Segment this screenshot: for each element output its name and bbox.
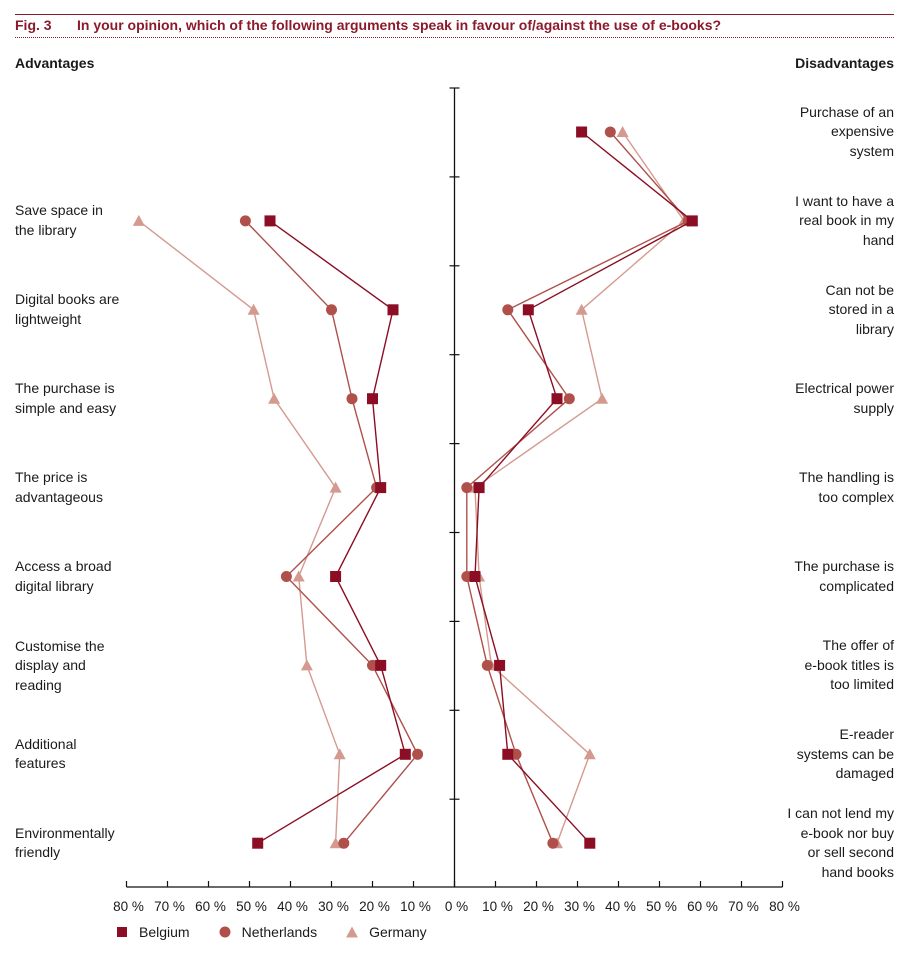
x-tick-label: 0 %: [445, 899, 468, 914]
disadvantage-label: Can not be stored in a library: [825, 281, 895, 337]
disadvantages-point-belgium: [473, 482, 485, 494]
advantages-point-netherlands: [239, 215, 251, 227]
advantages-point-belgium: [264, 215, 276, 227]
disadvantage-label: I want to have a real book in my hand: [795, 192, 894, 248]
triangle-marker-icon: [346, 926, 359, 938]
figure-title-text: In your opinion, which of the following …: [77, 17, 722, 33]
x-tick-label: 80 %: [769, 899, 800, 914]
disadvantage-label: E-reader systems can be damaged: [796, 726, 894, 782]
disadvantages-point-belgium: [502, 748, 514, 760]
square-marker-icon: [117, 927, 127, 937]
x-tick-label: 20 %: [359, 899, 390, 914]
disadvantage-label: Purchase of an expensive system: [799, 103, 894, 159]
advantages-point-germany: [329, 481, 342, 493]
advantages-point-netherlands: [346, 393, 358, 405]
x-tick-label: 40 %: [277, 899, 308, 914]
disadvantages-point-belgium: [576, 126, 588, 138]
advantages-point-netherlands: [338, 837, 350, 849]
advantages-point-germany: [247, 303, 260, 315]
advantages-point-germany: [132, 214, 145, 226]
advantages-point-belgium: [375, 482, 387, 494]
disadvantages-point-germany: [583, 748, 596, 760]
advantage-label: Access a broad digital library: [15, 558, 112, 594]
advantages-point-netherlands: [326, 304, 337, 316]
x-tick-label: 30 %: [318, 899, 349, 914]
x-tick-label: 60 %: [195, 899, 226, 914]
advantages-point-belgium: [330, 571, 342, 582]
x-tick-label: 70 %: [154, 899, 185, 914]
disadvantages-point-netherlands: [461, 482, 473, 494]
legend-label: Netherlands: [241, 924, 318, 940]
legend: Belgium Netherlands Germany: [115, 924, 455, 940]
advantages-point-belgium: [399, 748, 411, 760]
x-tick-label: 50 %: [236, 899, 267, 914]
x-tick-label: 80 %: [113, 899, 144, 914]
x-tick-label: 70 %: [728, 899, 759, 914]
advantages-point-germany: [292, 570, 305, 582]
advantages-series-line-germany: [138, 220, 341, 844]
advantage-label: Save space in the library: [15, 202, 103, 238]
x-tick-label: 40 %: [605, 899, 636, 914]
x-tick-label: 60 %: [687, 899, 718, 914]
disadvantages-point-germany: [616, 126, 629, 137]
x-tick-label: 30 %: [564, 899, 595, 914]
advantages-point-germany: [329, 837, 342, 849]
advantages-heading: Advantages: [15, 55, 95, 71]
x-tick-label: 10 %: [400, 899, 431, 914]
advantage-label: Digital books are lightweight: [15, 291, 120, 327]
advantage-label: Customise the display and reading: [15, 637, 105, 693]
disadvantages-point-belgium: [686, 215, 698, 227]
advantages-series-line-belgium: [257, 220, 407, 844]
legend-label: Germany: [369, 924, 427, 940]
disadvantages-point-belgium: [584, 837, 596, 849]
advantages-point-belgium: [252, 837, 264, 849]
advantage-label: The purchase is simple and easy: [15, 380, 117, 416]
disadvantage-label: The handling is too complex: [799, 469, 894, 505]
disadvantages-point-netherlands: [547, 837, 559, 849]
advantage-label: Additional features: [15, 735, 77, 772]
disadvantage-label: The offer of e-book titles is too limited: [804, 637, 894, 693]
advantages-point-germany: [333, 748, 346, 760]
advantages-series-line-netherlands: [244, 220, 419, 844]
legend-label: Belgium: [139, 924, 190, 940]
advantages-point-belgium: [367, 393, 378, 405]
disadvantage-label: I can not lend my e-book nor buy or sell s…: [787, 805, 894, 880]
advantage-label: The price is advantageous: [15, 469, 103, 505]
disadvantage-label: Electrical power supply: [795, 380, 894, 416]
figure-title: Fig. 3 In your opinion, which of the foll…: [15, 17, 721, 33]
legend-item-belgium: Belgium: [115, 924, 190, 940]
disadvantage-label: The purchase is complicated: [794, 558, 894, 594]
legend-item-netherlands: Netherlands: [218, 924, 318, 940]
advantages-point-netherlands: [412, 748, 424, 760]
disadvantages-point-netherlands: [563, 393, 575, 405]
advantages-point-germany: [268, 392, 281, 404]
advantages-point-belgium: [375, 659, 387, 671]
disadvantages-point-netherlands: [502, 304, 514, 316]
legend-item-germany: Germany: [345, 924, 427, 940]
advantages-point-belgium: [387, 304, 399, 316]
x-tick-label: 50 %: [646, 899, 677, 914]
disadvantages-point-netherlands: [604, 126, 616, 138]
disadvantages-series-line-belgium: [474, 131, 694, 844]
disadvantages-point-belgium: [522, 304, 534, 316]
advantages-point-germany: [300, 659, 313, 671]
disadvantages-point-belgium: [551, 393, 563, 405]
advantages-point-netherlands: [280, 571, 292, 582]
disadvantages-point-netherlands: [481, 659, 493, 671]
advantage-label: Environmentally friendly: [15, 824, 115, 861]
disadvantages-point-belgium: [494, 659, 506, 671]
disadvantages-series-line-netherlands: [466, 131, 690, 844]
title-top-rule: [15, 14, 894, 15]
circle-marker-icon: [219, 926, 231, 938]
disadvantages-point-germany: [596, 392, 609, 404]
x-tick-label: 20 %: [523, 899, 554, 914]
disadvantages-point-belgium: [469, 571, 481, 582]
disadvantages-point-germany: [575, 303, 588, 315]
x-tick-label: 10 %: [482, 899, 513, 914]
title-dotted-rule: [15, 37, 894, 38]
figure-number: Fig. 3: [15, 17, 52, 33]
disadvantages-heading: Disadvantages: [795, 55, 894, 71]
